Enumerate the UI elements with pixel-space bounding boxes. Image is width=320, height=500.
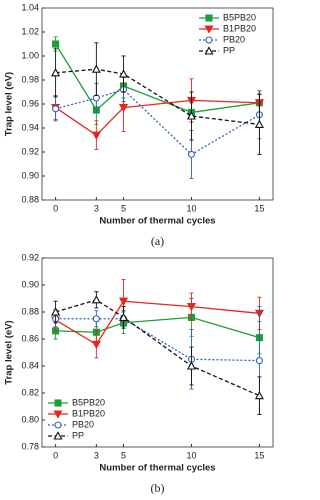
legend-label: B5PB20 [72, 397, 105, 407]
legend-marker [204, 25, 214, 34]
legend-marker [204, 46, 214, 55]
y-tick-label: 0.80 [21, 414, 39, 424]
series-line [55, 68, 260, 126]
legend-label: PB20 [72, 419, 94, 429]
x-tick-label: 3 [94, 450, 99, 460]
marker [186, 303, 196, 312]
y-tick-label: 0.90 [21, 170, 39, 180]
series-line [55, 318, 260, 362]
x-axis-label: Number of thermal cycles [99, 463, 215, 474]
marker [254, 390, 264, 400]
y-tick-label: 0.86 [21, 333, 39, 343]
caption: (a) [151, 234, 164, 248]
x-tick-label: 15 [254, 450, 264, 460]
x-tick-label: 10 [186, 450, 196, 460]
x-tick-label: 5 [121, 203, 126, 213]
marker [119, 69, 129, 78]
marker [51, 307, 61, 316]
series-line [55, 88, 260, 156]
marker [92, 315, 100, 323]
y-tick-label: 0.84 [21, 360, 39, 370]
marker [91, 340, 101, 350]
x-axis-label: Number of thermal cycles [99, 216, 215, 227]
legend-marker [205, 36, 213, 44]
legend-label: B5PB20 [223, 12, 256, 22]
y-tick-label: 1.02 [21, 26, 39, 36]
caption: (b) [151, 481, 165, 495]
marker [119, 104, 129, 113]
y-tick-label: 0.88 [21, 306, 39, 316]
y-tick-label: 0.92 [21, 252, 39, 262]
y-tick-label: 1.04 [21, 2, 39, 12]
marker [91, 295, 101, 304]
y-axis-label: Trap level (eV) [4, 320, 15, 384]
legend-marker [53, 431, 63, 440]
marker [186, 361, 196, 370]
marker [255, 357, 263, 365]
y-tick-label: 0.94 [21, 122, 39, 132]
plot-frame [41, 257, 274, 448]
marker [91, 131, 101, 140]
legend-marker [53, 410, 63, 419]
y-axis-label: Trap level (eV) [4, 72, 15, 136]
y-tick-label: 0.78 [21, 441, 39, 451]
y-tick-label: 0.88 [21, 194, 39, 204]
x-tick-label: 15 [254, 203, 264, 213]
legend-label: B1PB20 [223, 23, 256, 33]
x-tick-label: 0 [53, 203, 58, 213]
y-tick-label: 0.92 [21, 146, 39, 156]
legend-label: PP [223, 45, 235, 55]
y-tick-label: 0.90 [21, 279, 39, 289]
y-tick-label: 1.00 [21, 50, 39, 60]
legend-label: PP [72, 430, 84, 440]
legend-marker [54, 399, 62, 407]
marker [119, 312, 129, 321]
x-tick-label: 5 [121, 450, 126, 460]
legend-label: PB20 [223, 34, 245, 44]
marker [91, 64, 101, 73]
legend-marker [54, 421, 62, 429]
marker [119, 297, 129, 306]
x-tick-label: 10 [186, 203, 196, 213]
x-tick-label: 0 [53, 450, 58, 460]
marker [52, 40, 60, 48]
y-tick-label: 0.98 [21, 74, 39, 84]
series-line [55, 300, 260, 346]
series-line [55, 316, 260, 339]
figure: 0.88 0.90 0.92 0.94 0.96 0.98 1.00 1.02 1.04 0 3 5 1… [4, 2, 274, 495]
marker [52, 105, 60, 113]
legend-label: B1PB20 [72, 408, 105, 418]
marker [51, 68, 61, 77]
series-line [55, 299, 260, 397]
legend-marker [205, 14, 213, 22]
marker [254, 119, 264, 128]
y-tick-label: 0.96 [21, 98, 39, 108]
series-line [55, 99, 260, 137]
marker [186, 111, 196, 120]
marker [187, 150, 196, 158]
x-tick-label: 3 [94, 203, 99, 213]
y-tick-label: 0.82 [21, 387, 39, 397]
